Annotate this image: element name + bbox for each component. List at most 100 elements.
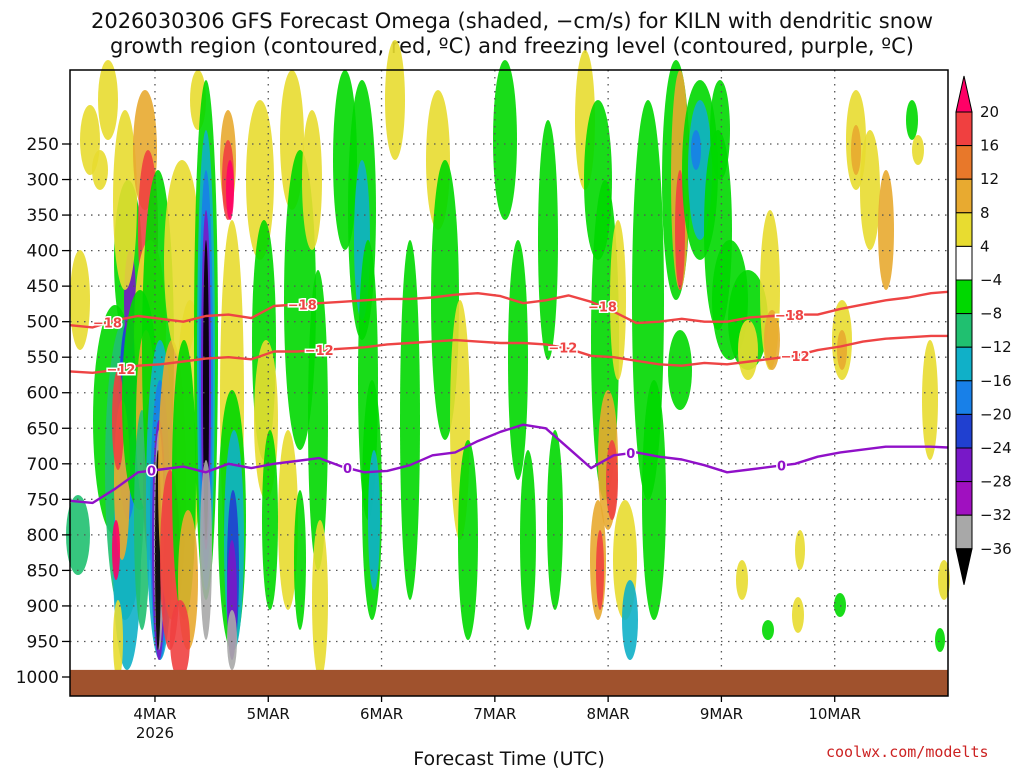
omega-shade-cell [792, 597, 804, 633]
colorbar-label: −20 [980, 405, 1012, 423]
colorbar-label: −36 [980, 540, 1012, 558]
omega-shade-cell [112, 370, 124, 470]
colorbar-swatch [955, 245, 973, 281]
contour-label: −18 [288, 298, 317, 313]
omega-shade-cell [851, 125, 861, 175]
omega-shade-cell [606, 440, 618, 520]
colorbar-label: 16 [980, 137, 999, 155]
colorbar-label: 20 [980, 103, 999, 121]
x-tick-label: 5MAR [247, 705, 290, 723]
omega-shade-cell [762, 620, 774, 640]
x-tick-label: 6MAR [360, 705, 403, 723]
x-tick-label: 9MAR [700, 705, 743, 723]
y-axis: 250 300 350 400 450 500 550 600 650 700 750 800 850 9… [16, 135, 70, 688]
y-tick-label: 800 [27, 526, 59, 546]
y-tick-label: 950 [27, 632, 59, 652]
omega-shade-cell [200, 460, 212, 640]
omega-shade-cell [668, 330, 692, 410]
y-tick-label: 700 [27, 455, 59, 475]
credit-text: coolwx.com/modelts [826, 743, 989, 761]
omega-shade-cell [112, 520, 120, 580]
omega-shade-cell [596, 530, 604, 610]
omega-shade-cell [860, 130, 880, 250]
omega-shade-cell [312, 520, 328, 680]
omega-shade-cell [226, 160, 234, 220]
omega-shade-cell [113, 600, 123, 680]
omega-shade-cell [834, 593, 846, 617]
y-tick-label: 300 [27, 171, 59, 191]
omega-shade-cell [520, 450, 536, 630]
contour-label: −12 [548, 342, 577, 357]
colorbar-swatch [955, 111, 973, 147]
ground-terrain [70, 669, 948, 696]
omega-shade-cell [906, 100, 918, 140]
contour-label: 0 [626, 447, 635, 462]
omega-shade-cell [538, 120, 558, 360]
contour-label: 0 [777, 460, 786, 475]
colorbar-swatch [955, 346, 973, 382]
omega-shade-cell [92, 150, 108, 190]
omega-shade-cell [912, 135, 924, 165]
omega-shade-cell [113, 110, 137, 290]
omega-shade-cell [493, 60, 517, 220]
contour-label: −12 [305, 344, 334, 359]
y-tick-label: 900 [27, 597, 59, 617]
omega-shade-cell [922, 340, 938, 460]
omega-shade-cell [294, 490, 306, 630]
colorbar-label: 4 [980, 237, 990, 255]
x-axis-label: Forecast Time (UTC) [413, 748, 604, 768]
omega-shade-cell [508, 240, 528, 480]
omega-shade-cell [98, 60, 118, 140]
colorbar-top-triangle [955, 75, 973, 113]
y-tick-label: 850 [27, 561, 59, 581]
omega-shade-cell [878, 170, 894, 290]
chart-title-line-1: 2026030306 GFS Forecast Omega (shaded, −… [91, 9, 933, 33]
y-tick-label: 650 [27, 419, 59, 439]
chart-title-line-2: growth region (contoured, red, ºC) and f… [110, 34, 914, 58]
omega-shade-cell [837, 330, 847, 370]
y-tick-label: 600 [27, 384, 59, 404]
colorbar-swatch [955, 514, 973, 550]
omega-shade-cell [385, 40, 405, 160]
y-tick-label: 1000 [16, 668, 59, 688]
colorbar-label: −28 [980, 473, 1012, 491]
contour-label: −12 [781, 350, 810, 365]
omega-shade-cell [547, 430, 563, 610]
colorbar-swatch [955, 313, 973, 348]
omega-shade-cell [691, 130, 701, 170]
colorbar-label: −12 [980, 338, 1012, 356]
colorbar-label: −24 [980, 439, 1012, 457]
omega-shade-cell [736, 560, 748, 600]
colorbar-label: −8 [980, 305, 1002, 323]
contour-line [69, 423, 949, 505]
colorbar: 20 16 12 8 4 −4 −8 −12 −16 −20 −24 −28 −32 −36 [955, 75, 1012, 585]
x-tick-label: 4MAR [133, 705, 176, 723]
x-tick-sublabel: 2026 [136, 724, 174, 742]
colorbar-swatch [955, 279, 973, 315]
y-tick-label: 550 [27, 348, 59, 368]
contour-lines: −18 −18 −18 −18 −12 −12 −12 −12 0 0 0 0 [69, 290, 949, 505]
omega-shade-cell [764, 310, 780, 370]
omega-shade-cell [935, 628, 945, 652]
omega-shade-cell [622, 580, 638, 660]
contour-label: −12 [106, 363, 135, 378]
omega-shading [66, 40, 950, 680]
x-tick-label: 10MAR [808, 705, 861, 723]
omega-shade-cell [738, 320, 758, 380]
omega-shade-cell [170, 600, 190, 680]
omega-shade-cell [70, 250, 90, 350]
contour-label: 0 [343, 462, 352, 477]
omega-shade-cell [400, 240, 420, 600]
omega-shade-cell [795, 530, 805, 570]
omega-shade-cell [278, 430, 298, 610]
y-tick-label: 350 [27, 206, 59, 226]
y-tick-label: 450 [27, 277, 59, 297]
contour-line [69, 334, 948, 374]
plot-frame [69, 69, 949, 697]
colorbar-label: −16 [980, 372, 1012, 390]
omega-shade-cell [458, 440, 478, 640]
omega-shade-cell [368, 450, 380, 590]
contour-label: −18 [93, 317, 122, 332]
colorbar-label: 12 [980, 170, 999, 188]
